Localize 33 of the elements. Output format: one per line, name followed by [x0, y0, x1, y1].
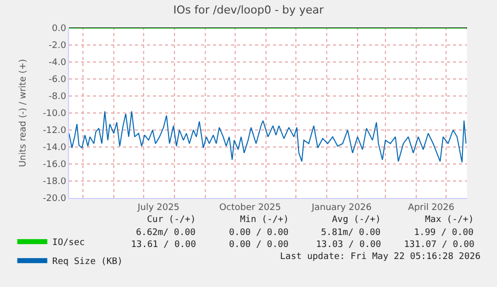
line-series [69, 110, 466, 163]
x-tick-label: July 2025 [136, 202, 180, 213]
y-tick-label: -20.0 [42, 194, 66, 204]
text: Max (-/+) [425, 215, 474, 225]
text: 6.62m/ 0.00 [136, 228, 196, 238]
y-tick-label: 0.0 [52, 24, 66, 34]
text: Cur (-/+) [147, 215, 196, 225]
text: 13.03 / 0.00 [316, 240, 382, 250]
text: 13.61 / 0.00 [131, 240, 196, 250]
y-tick-label: -2.0 [48, 41, 66, 52]
x-tick-label: October 2025 [219, 202, 281, 213]
y-tick-label: -16.0 [42, 160, 66, 170]
text: 1.99 / 0.00 [414, 228, 474, 238]
x-tick-label: April 2026 [408, 202, 455, 213]
y-tick-label: -6.0 [48, 75, 66, 86]
y-tick-label: -12.0 [42, 126, 66, 136]
y-tick-label: -10.0 [42, 109, 66, 120]
y-tick-label: -4.0 [48, 58, 66, 68]
chart-title: IOs for /dev/loop0 - by year [173, 4, 324, 17]
text: 0.00 / 0.00 [229, 240, 289, 250]
y-axis-title: Units read (-) / write (+) [18, 58, 28, 168]
text: Min (-/+) [240, 215, 289, 225]
text: 131.07 / 0.00 [404, 240, 474, 250]
y-tick-label: -8.0 [48, 92, 66, 102]
text: Last update: Fri May 22 05:16:28 2026 [280, 252, 480, 262]
text: Avg (-/+) [332, 215, 381, 225]
y-tick-label: -18.0 [42, 177, 66, 188]
legend-label: IO/sec [52, 238, 85, 248]
legend-label: Req Size (KB) [52, 257, 123, 268]
text: 0.00 / 0.00 [229, 228, 289, 238]
x-tick-label: January 2026 [310, 202, 372, 213]
y-tick-label: -14.0 [42, 143, 66, 154]
text: 5.81m/ 0.00 [321, 228, 381, 238]
